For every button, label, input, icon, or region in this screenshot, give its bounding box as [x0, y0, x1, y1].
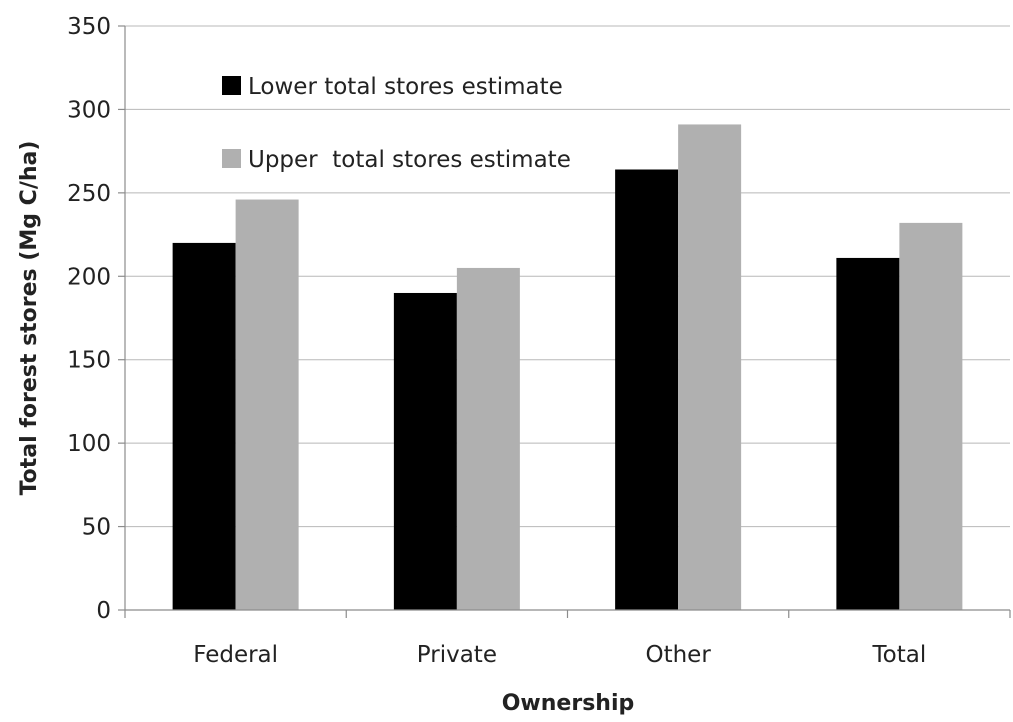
bar-total-lower — [836, 257, 900, 610]
y-tick-label: 0 — [96, 598, 111, 624]
bar-other-upper — [678, 124, 742, 611]
legend-swatch-upper — [222, 149, 241, 168]
y-tick-label: 200 — [67, 264, 111, 290]
bar-federal-upper — [235, 199, 299, 610]
y-tick-label: 350 — [67, 14, 111, 40]
legend-label-lower: Lower total stores estimate — [248, 74, 563, 100]
y-tick-label: 150 — [67, 348, 111, 374]
y-axis-title: Total forest stores (Mg C/ha) — [17, 141, 42, 496]
x-tick-label: Private — [417, 642, 497, 668]
legend-label-upper: Upper total stores estimate — [248, 147, 571, 173]
y-tick-label: 250 — [67, 181, 111, 207]
x-tick-label: Total — [872, 642, 927, 668]
y-tick-label: 300 — [67, 97, 111, 123]
x-tick-label: Federal — [193, 642, 278, 668]
bar-private-upper — [456, 267, 520, 610]
y-axis-ticks: 0 50 100 150 200 250 300 350 — [67, 14, 125, 624]
legend: Lower total stores estimate Upper total … — [222, 74, 571, 173]
bars — [172, 124, 963, 611]
legend-swatch-lower — [222, 76, 241, 95]
bar-federal-lower — [172, 242, 236, 610]
bar-total-upper — [899, 222, 963, 611]
x-tick-label: Other — [645, 642, 711, 668]
y-tick-label: 100 — [67, 431, 111, 457]
x-axis-title: Ownership — [502, 691, 635, 716]
bar-private-lower — [393, 292, 457, 610]
bar-other-lower — [615, 169, 679, 611]
x-axis-ticks: Federal Private Other Total — [124, 610, 1011, 668]
y-tick-label: 50 — [82, 515, 111, 541]
